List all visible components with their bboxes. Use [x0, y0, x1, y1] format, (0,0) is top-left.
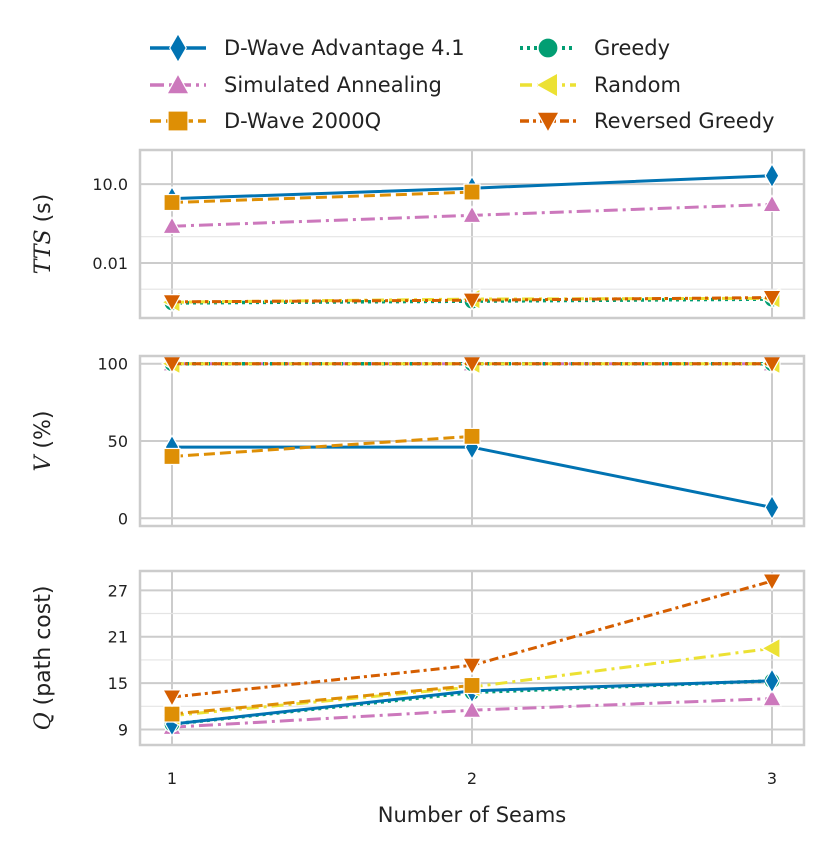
tts-y-ticks: 10.0 0.01: [92, 175, 128, 273]
pathcost-point-dwave2000-1: [163, 705, 181, 723]
legend-label-sa: Simulated Annealing: [224, 73, 442, 97]
pathcost-series: [160, 573, 783, 738]
pathcost-frame: [138, 569, 806, 747]
validity-series-dwave2000: [163, 427, 481, 466]
validity-y-tick-label-2: 50: [108, 432, 128, 451]
pathcost-y-label: Q (path cost): [31, 586, 56, 731]
legend-entry-dwave41: D-Wave Advantage 4.1: [150, 32, 465, 64]
legend-entry-greedy: Greedy: [520, 36, 670, 60]
x-tick-label-1: 1: [167, 769, 177, 788]
tts-point-sa-1: [161, 215, 183, 235]
panel-validity: 0 50 100 V (%): [31, 352, 806, 529]
legend-marker-sa: [165, 72, 191, 95]
tts-line-dwave2000: [171, 190, 473, 205]
pathcost-point-sa-2: [461, 699, 483, 719]
panel-pathcost: 9 15 21 27 Q (path cost): [31, 569, 806, 747]
validity-frame: [138, 354, 806, 528]
tts-point-revgreedy-2: [461, 292, 483, 311]
tts-point-dwave2000-2: [463, 183, 481, 201]
pathcost-series-revgreedy: [161, 573, 783, 708]
x-ticks: 1 2 3: [167, 769, 777, 788]
tts-y-tick-label-2: 0.01: [92, 254, 128, 273]
pathcost-series-dwave2000: [163, 676, 481, 723]
tts-frame: [138, 148, 806, 320]
validity-y-ticks: 0 50 100: [97, 355, 128, 529]
legend-marker-greedy: [537, 37, 559, 59]
validity-point-dwave2000-1: [163, 447, 181, 466]
legend-entry-revgreedy: Reversed Greedy: [520, 109, 774, 134]
pathcost-y-tick-label-1: 9: [118, 721, 128, 740]
tts-point-revgreedy-3: [761, 289, 783, 308]
pathcost-point-sa-3: [761, 688, 783, 707]
tts-series-sa: [161, 194, 783, 235]
legend-label-dwave41: D-Wave Advantage 4.1: [224, 36, 465, 60]
legend-label-revgreedy: Reversed Greedy: [594, 109, 774, 133]
legend-entry-random: Random: [520, 71, 681, 99]
tts-point-dwave41-3: [764, 162, 780, 189]
validity-line-dwave2000: [171, 434, 473, 458]
legend-entry-dwave2000: D-Wave 2000Q: [150, 109, 381, 133]
pathcost-point-dwave41-3: [764, 667, 780, 694]
tts-y-tick-label-1: 10.0: [92, 175, 128, 194]
legend-label-random: Random: [594, 73, 681, 97]
validity-series: [160, 352, 783, 521]
pathcost-point-random-3: [760, 637, 781, 660]
tts-point-sa-3: [761, 194, 783, 213]
legend-entry-sa: Simulated Annealing: [150, 72, 442, 97]
validity-series-revgreedy: [161, 355, 783, 374]
panel-tts: 10.0 0.01 TTS (s): [31, 148, 806, 320]
legend-marker-revgreedy: [535, 111, 561, 134]
tts-y-label: TTS (s): [31, 194, 56, 274]
pathcost-line-dwave2000: [171, 683, 473, 716]
x-tick-label-2: 2: [467, 769, 477, 788]
tts-line-greedy: [171, 297, 773, 305]
pathcost-y-tick-label-3: 21: [108, 628, 128, 647]
tts-series-dwave2000: [163, 183, 481, 212]
validity-point-dwave41-3: [764, 494, 780, 521]
legend-label-dwave2000: D-Wave 2000Q: [224, 109, 381, 133]
x-tick-label-3: 3: [767, 769, 777, 788]
validity-y-label: V (%): [31, 411, 56, 472]
tts-point-dwave2000-1: [163, 193, 181, 212]
pathcost-y-tick-label-4: 27: [108, 581, 128, 600]
pathcost-point-revgreedy-2: [461, 657, 483, 676]
pathcost-point-revgreedy-3: [761, 573, 783, 592]
validity-point-dwave2000-2: [463, 427, 481, 445]
tts-point-revgreedy-1: [161, 294, 183, 313]
pathcost-y-ticks: 9 15 21 27: [108, 581, 128, 739]
pathcost-point-dwave2000-2: [463, 676, 481, 695]
pathcost-point-revgreedy-1: [161, 689, 183, 708]
validity-y-tick-label-1: 0: [118, 509, 128, 528]
legend-label-greedy: Greedy: [594, 36, 670, 60]
legend-marker-random: [534, 71, 559, 99]
tts-series-revgreedy: [161, 289, 783, 313]
pathcost-y-tick-label-2: 15: [108, 674, 128, 693]
tts-series: [160, 162, 783, 314]
tts-point-sa-2: [461, 205, 483, 224]
legend-marker-dwave41: [169, 32, 187, 64]
legend-marker-dwave2000: [167, 110, 189, 132]
legend: D-Wave Advantage 4.1 Greedy Simulated Anne…: [150, 32, 774, 134]
x-axis-label: Number of Seams: [378, 803, 566, 827]
validity-y-tick-label-3: 100: [97, 355, 128, 374]
